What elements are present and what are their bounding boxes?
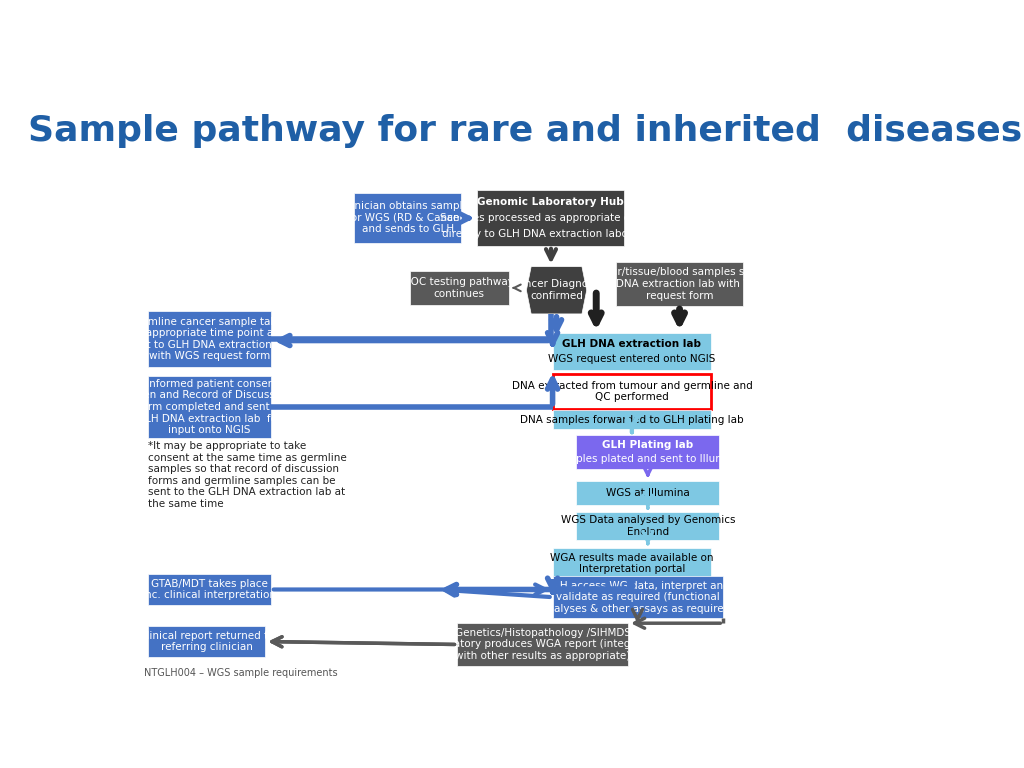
Text: Tumour/tissue/blood samples sent to
GLH DNA extraction lab with WGS
request form: Tumour/tissue/blood samples sent to GLH …	[584, 267, 775, 300]
Text: Samples processed as appropriate or sent: Samples processed as appropriate or sent	[440, 213, 660, 223]
Text: Cancer Diagnosis
confirmed: Cancer Diagnosis confirmed	[511, 280, 602, 301]
FancyBboxPatch shape	[577, 482, 719, 505]
FancyBboxPatch shape	[147, 574, 270, 605]
Text: Sample pathway for rare and inherited  diseases: Sample pathway for rare and inherited di…	[28, 114, 1022, 147]
FancyBboxPatch shape	[553, 576, 723, 618]
FancyBboxPatch shape	[577, 435, 719, 469]
Text: samples plated and sent to Illumina: samples plated and sent to Illumina	[554, 454, 741, 464]
Text: GLH DNA extraction lab: GLH DNA extraction lab	[562, 339, 701, 349]
Text: *It may be appropriate to take
consent at the same time as germline
samples so t: *It may be appropriate to take consent a…	[147, 441, 346, 509]
Text: GLH Plating lab: GLH Plating lab	[602, 440, 693, 451]
Text: NTGLH004 – WGS sample requirements: NTGLH004 – WGS sample requirements	[143, 668, 338, 678]
Text: Germline cancer sample taken
at appropriate time point and
sent to GLH DNA extra: Germline cancer sample taken at appropri…	[128, 316, 291, 362]
FancyBboxPatch shape	[577, 512, 719, 541]
Text: WGS at Illumina: WGS at Illumina	[606, 488, 690, 498]
Text: directly to GLH DNA extraction laboratory: directly to GLH DNA extraction laborator…	[441, 229, 659, 239]
Polygon shape	[526, 266, 587, 314]
Text: Clinician obtains samples
for WGS (RD & Cancer)
and sends to GLH: Clinician obtains samples for WGS (RD & …	[341, 201, 474, 234]
Text: WGS request entered onto NGIS: WGS request entered onto NGIS	[548, 354, 716, 364]
FancyBboxPatch shape	[477, 190, 624, 246]
FancyBboxPatch shape	[616, 262, 743, 306]
FancyBboxPatch shape	[553, 333, 712, 370]
Text: DNA samples forwarded to GLH plating lab: DNA samples forwarded to GLH plating lab	[520, 415, 743, 425]
Text: SOC testing pathway
continues: SOC testing pathway continues	[404, 277, 514, 299]
FancyBboxPatch shape	[553, 548, 712, 579]
FancyBboxPatch shape	[147, 376, 270, 438]
Text: GLH access WG data, interpret and
validate as required (functional
analyses & ot: GLH access WG data, interpret and valida…	[542, 581, 734, 614]
Text: DNA extracted from tumour and germline and
QC performed: DNA extracted from tumour and germline a…	[512, 381, 753, 402]
Text: GTAB/MDT takes place
Inc. clinical interpretation: GTAB/MDT takes place Inc. clinical inter…	[142, 579, 276, 601]
FancyBboxPatch shape	[147, 311, 270, 367]
FancyBboxPatch shape	[147, 626, 265, 657]
Text: WGS Data analysed by Genomics
Eneland: WGS Data analysed by Genomics Eneland	[560, 515, 735, 537]
FancyBboxPatch shape	[553, 410, 712, 429]
FancyBboxPatch shape	[458, 623, 628, 666]
FancyBboxPatch shape	[354, 193, 461, 243]
Text: WGA results made available on
Interpretation portal: WGA results made available on Interpreta…	[550, 553, 714, 574]
FancyBboxPatch shape	[410, 271, 509, 305]
Text: Genomic Laboratory Hub: Genomic Laboratory Hub	[477, 197, 624, 207]
FancyBboxPatch shape	[553, 374, 712, 409]
Text: Clinical report returned to
referring clinician: Clinical report returned to referring cl…	[139, 631, 274, 652]
Text: Genetics/Histopathology /SIHMDS
laboratory produces WGA report (integrated
with : Genetics/Histopathology /SIHMDS laborato…	[427, 628, 658, 661]
Text: *Informed patient consent
taken and Record of Discussion
Form completed and sent: *Informed patient consent taken and Reco…	[127, 379, 291, 435]
